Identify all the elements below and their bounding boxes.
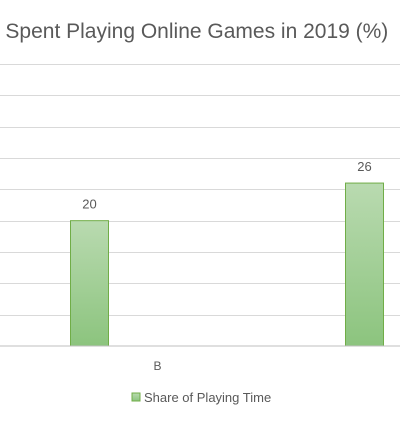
data-label-group: 202614 bbox=[82, 159, 371, 212]
legend-label: Share of Playing Time bbox=[144, 390, 271, 405]
bar bbox=[70, 220, 109, 347]
x-tick-label-group: ABCD bbox=[153, 359, 161, 373]
data-label: 26 bbox=[357, 159, 371, 174]
gridlines bbox=[0, 64, 400, 316]
chart-title: Time Spent Playing Online Games in 2019 … bbox=[0, 20, 388, 43]
legend-swatch bbox=[131, 392, 141, 402]
data-label: 20 bbox=[82, 197, 96, 212]
legend: Share of Playing Time bbox=[131, 390, 271, 405]
bar bbox=[345, 182, 384, 347]
x-tick-label: B bbox=[153, 359, 161, 373]
bar-group bbox=[70, 182, 384, 347]
